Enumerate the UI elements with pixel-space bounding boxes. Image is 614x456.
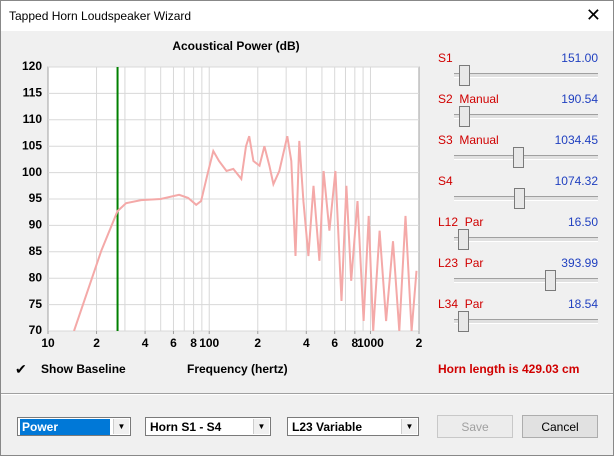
- slider-label: L12 Par: [438, 215, 484, 229]
- y-tick-label: 85: [29, 244, 43, 258]
- slider-label: S2 Manual: [438, 92, 499, 106]
- x-tick-label: 6: [331, 336, 338, 350]
- separator: [1, 393, 613, 395]
- y-tick-label: 100: [22, 165, 42, 179]
- slider-thumb[interactable]: [459, 106, 471, 127]
- dropdown-arrow[interactable]: ▼: [253, 419, 269, 434]
- slider-thumb[interactable]: [545, 270, 557, 291]
- data-line: [73, 135, 418, 331]
- x-tick-label: 2: [254, 336, 261, 350]
- dropdown-text: L23 Variable: [292, 420, 363, 434]
- title-bar: Tapped Horn Loudspeaker Wizard ✕: [1, 1, 613, 31]
- slider-track[interactable]: [454, 114, 598, 119]
- slider-label: S3 Manual: [438, 133, 499, 147]
- slider-value: 151.00: [561, 51, 598, 65]
- slider-value: 1034.45: [554, 133, 598, 147]
- slider-thumb[interactable]: [458, 229, 470, 250]
- checkbox-label[interactable]: Show Baseline: [41, 362, 126, 376]
- slider-track[interactable]: [454, 278, 598, 283]
- y-tick-label: 95: [29, 191, 43, 205]
- slider-value: 16.50: [567, 215, 598, 229]
- slider-label: S1: [438, 51, 453, 65]
- dropdown-arrow[interactable]: ▼: [401, 419, 417, 434]
- x-tick-label: 4: [142, 336, 149, 350]
- y-tick-label: 105: [22, 138, 42, 152]
- checkbox[interactable]: ✔: [15, 361, 27, 377]
- slider-thumb[interactable]: [459, 65, 471, 86]
- slider-label: L34 Par: [438, 297, 484, 311]
- save-button[interactable]: Save: [437, 415, 513, 438]
- slider-track[interactable]: [454, 196, 598, 201]
- dropdown[interactable]: Horn S1 - S4 ▼: [145, 417, 271, 436]
- close-button[interactable]: ✕: [585, 5, 601, 25]
- y-tick-label: 80: [29, 270, 43, 284]
- slider-thumb[interactable]: [512, 147, 524, 168]
- x-tick-label: 2: [93, 336, 100, 350]
- chart-title: Acoustical Power (dB): [172, 39, 299, 53]
- dropdown-text: Power: [20, 419, 110, 435]
- status-text: Horn length is 429.03 cm: [438, 362, 580, 376]
- y-tick-label: 120: [22, 59, 42, 73]
- x-tick-label: 10: [41, 336, 55, 350]
- x-tick-label: 2: [416, 336, 423, 350]
- y-tick-label: 90: [29, 218, 43, 232]
- dropdown-arrow[interactable]: ▼: [113, 419, 129, 434]
- x-axis-label: Frequency (hertz): [187, 362, 288, 376]
- slider-track[interactable]: [454, 155, 598, 160]
- slider-thumb[interactable]: [458, 311, 470, 332]
- x-tick-label: 6: [170, 336, 177, 350]
- y-tick-label: 70: [29, 323, 43, 337]
- slider-track[interactable]: [454, 319, 598, 324]
- chart: Acoustical Power (dB) 70 75 80 85 90 95 100 105…: [22, 39, 423, 350]
- y-tick-label: 110: [23, 112, 43, 126]
- y-tick-label: 75: [29, 297, 43, 311]
- slider-track[interactable]: [454, 237, 598, 242]
- y-tick-label: 115: [23, 86, 43, 100]
- dropdown[interactable]: Power ▼: [17, 417, 131, 436]
- slider-value: 1074.32: [554, 174, 598, 188]
- slider-track[interactable]: [454, 73, 598, 78]
- x-tick-label: 8: [190, 336, 197, 350]
- slider-value: 190.54: [561, 92, 598, 106]
- x-tick-label: 100: [199, 336, 219, 350]
- slider-value: 393.99: [561, 256, 598, 270]
- slider-value: 18.54: [567, 297, 598, 311]
- x-tick-label: 4: [303, 336, 310, 350]
- cancel-button[interactable]: Cancel: [522, 415, 598, 438]
- slider-thumb[interactable]: [514, 188, 526, 209]
- slider-label: S4: [438, 174, 453, 188]
- x-tick-label: 8: [351, 336, 358, 350]
- x-tick-label: 1000: [357, 336, 384, 350]
- dropdown-text: Horn S1 - S4: [150, 420, 222, 434]
- window-title: Tapped Horn Loudspeaker Wizard: [9, 9, 192, 23]
- slider-label: L23 Par: [438, 256, 484, 270]
- dropdown[interactable]: L23 Variable ▼: [287, 417, 419, 436]
